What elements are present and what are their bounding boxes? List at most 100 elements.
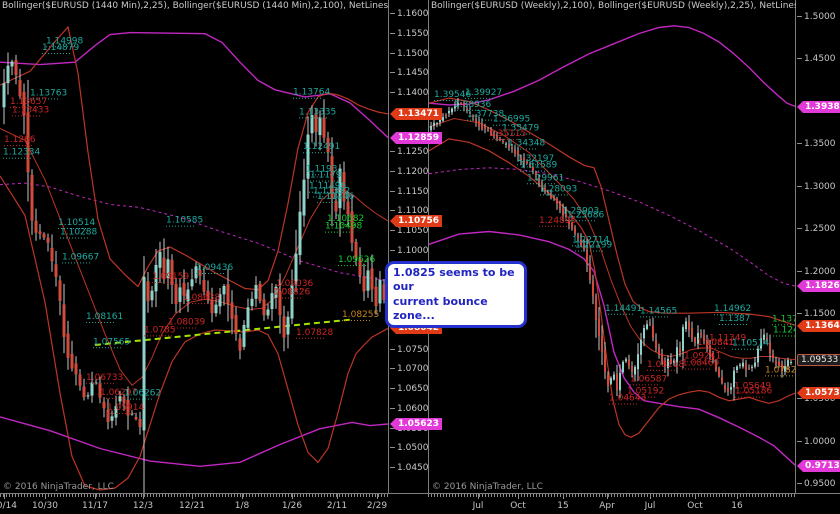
price-level-label: 1.13657 <box>10 97 47 107</box>
price-level-label: 1.08826 <box>273 288 310 298</box>
price-level-label: 1.08161 <box>86 312 123 322</box>
axis-tick-label: 1.2500 <box>797 224 836 234</box>
price-level-label: 1.08118 <box>647 360 684 370</box>
price-level-label: 1.29961 <box>527 173 564 183</box>
price-level-label: 1.35479 <box>502 124 539 134</box>
axis-tick-label: 1.1600 <box>390 9 429 19</box>
axis-tick-label: 1.1050 <box>390 226 429 236</box>
axis-date-label: Oct <box>510 501 526 511</box>
axis-date-label: 16 <box>731 501 743 511</box>
axis-date-label: 2/29 <box>366 501 388 511</box>
price-level-label: 1.11496 <box>309 182 346 192</box>
price-level-label: 1.1179 <box>310 171 342 181</box>
price-level-label: 1.22199 <box>575 241 612 251</box>
price-level-label: 1.09159 <box>152 272 189 282</box>
price-level-label: 1.10498 <box>325 222 362 232</box>
price-level-label: 1.10585 <box>166 216 203 226</box>
price-level-label: 1.10514 <box>58 218 95 228</box>
price-level-label: 1.22714 <box>572 235 609 245</box>
price-level-label: 1.35115 <box>489 129 526 139</box>
price-level-label: 1.06262 <box>124 389 161 399</box>
price-level-label: 1.13763 <box>30 88 67 98</box>
daily-price-axis[interactable]: 1.1600 1.1550 1.1500 1.1450 1.1400 1.1250 1.12… <box>388 0 442 493</box>
axis-date-label: 10/30 <box>32 501 58 511</box>
price-level-label: 1.39546 <box>434 90 471 100</box>
weekly-minor-ticks <box>428 494 795 497</box>
price-level-label: 1.32197 <box>517 154 554 164</box>
daily-chart-title: Bollinger($EURUSD (1440 Min),2,25), Boll… <box>2 1 388 11</box>
axis-tick-label: 1.1000 <box>390 246 429 256</box>
price-level-label: 1.11392 <box>313 186 350 196</box>
price-level-label: 1.07565 <box>93 337 130 347</box>
price-level-label: 1.14998 <box>46 36 83 46</box>
axis-price-chip: 1.05738 <box>797 387 840 399</box>
price-level-label: 1.08255 <box>342 310 379 320</box>
axis-tick-label: 1.0500 <box>797 394 836 404</box>
price-level-label: 1.25903 <box>562 207 599 217</box>
price-level-label: 1.10288 <box>60 228 97 238</box>
price-level-label: 1.09241 <box>684 351 721 361</box>
bounce-zone-callout[interactable]: 1.0825 seems to be our current bounce zo… <box>385 261 527 329</box>
price-level-label: 1.07828 <box>296 328 333 338</box>
price-level-label: 1.06587 <box>630 374 667 384</box>
price-level-label: 1.04643 <box>609 394 646 404</box>
daily-chart-panel[interactable]: 1.14998 1.14879 1.13763 1.13657 1.13433 1.126… <box>0 0 442 514</box>
axis-date-tick <box>4 494 5 499</box>
axis-tick-label: 1.1200 <box>390 167 429 177</box>
price-level-label: 1.05192 <box>627 387 664 397</box>
axis-price-chip: 1.13644 <box>797 320 840 332</box>
price-level-label: 1.28093 <box>540 184 577 194</box>
axis-date-label: 12/21 <box>179 501 205 511</box>
axis-date-label: Jul <box>472 501 484 511</box>
weekly-time-axis[interactable]: Jul Oct 15 Apr Jul Oct 16 <box>428 493 840 514</box>
axis-price-chip: 1.05623 <box>390 418 442 430</box>
price-level-label: 1.25686 <box>567 210 604 220</box>
price-level-label: 1.1387 <box>719 314 751 324</box>
axis-price-chip: 1.09533 <box>797 354 840 366</box>
price-level-label: 1.10514 <box>732 339 769 349</box>
axis-date-tick <box>563 494 564 499</box>
price-level-label: 1.14962 <box>714 304 751 314</box>
weekly-copyright-notice: © 2016 NinjaTrader, LLC <box>432 482 543 492</box>
daily-time-axis[interactable]: 10/14 10/30 11/17 12/3 12/21 1/8 1/26 2/11 2/29 <box>0 493 428 514</box>
axis-date-tick <box>650 494 651 499</box>
price-level-label: 1.1193 <box>306 164 338 174</box>
price-level-label: 1.12334 <box>3 148 40 158</box>
axis-date-tick <box>607 494 608 499</box>
weekly-chart-canvas[interactable]: 1.39546 1.39927 1.38936 1.37738 1.36995 1.354… <box>429 0 796 493</box>
axis-date-label: 15 <box>557 501 569 511</box>
price-level-label: 1.11246 <box>317 192 354 202</box>
axis-date-label: 2/11 <box>326 501 348 511</box>
axis-price-chip: 1.13471 <box>390 108 442 120</box>
axis-date-tick <box>143 494 144 499</box>
price-level-label: 1.38936 <box>454 100 491 110</box>
price-level-label: 1.09436 <box>196 263 233 273</box>
weekly-chart-plot[interactable]: 1.39546 1.39927 1.38936 1.37738 1.36995 1.354… <box>428 0 796 493</box>
axis-tick-label: 1.0000 <box>797 437 836 447</box>
weekly-chart-panel[interactable]: 1.39546 1.39927 1.38936 1.37738 1.36995 1.354… <box>428 0 840 514</box>
axis-date-label: Oct <box>687 501 703 511</box>
axis-price-chip: 1.39388 <box>797 101 840 113</box>
price-level-label: 1.0785 <box>144 325 176 335</box>
price-level-label: 1.36995 <box>493 115 530 125</box>
axis-tick-label: 1.1450 <box>390 68 429 78</box>
price-level-label: 1.10682 <box>327 214 364 224</box>
axis-date-label: Jul <box>644 501 656 511</box>
price-level-label: 1.06733 <box>86 373 123 383</box>
price-level-label: 1.09626 <box>338 255 375 265</box>
axis-tick-label: 1.0650 <box>390 384 429 394</box>
weekly-price-axis[interactable]: 1.5000 1.4500 1.3500 1.3000 1.2500 1.2000 1.15… <box>795 0 840 493</box>
axis-price-chip: 1.10756 <box>390 215 442 227</box>
axis-tick-label: 1.2000 <box>797 267 836 277</box>
axis-date-label: 10/14 <box>0 501 17 511</box>
daily-minor-ticks <box>0 494 388 497</box>
axis-date-tick <box>95 494 96 499</box>
axis-tick-label: 1.3000 <box>797 182 836 192</box>
axis-tick-label: 1.1400 <box>390 88 429 98</box>
axis-date-label: Apr <box>599 501 615 511</box>
daily-chart-canvas[interactable]: 1.14998 1.14879 1.13763 1.13657 1.13433 1.126… <box>0 0 388 493</box>
price-level-label: 1.09036 <box>276 279 313 289</box>
axis-date-tick <box>695 494 696 499</box>
daily-chart-plot[interactable]: 1.14998 1.14879 1.13763 1.13657 1.13433 1.126… <box>0 0 388 493</box>
